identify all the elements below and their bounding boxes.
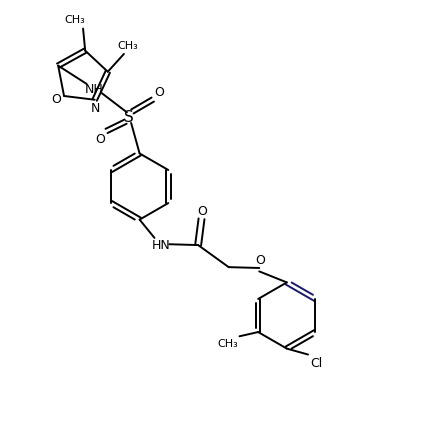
Text: O: O [197,204,207,217]
Text: CH₃: CH₃ [117,40,137,50]
Text: CH₃: CH₃ [217,338,237,348]
Text: CH₃: CH₃ [64,15,85,25]
Text: N: N [91,102,100,115]
Text: O: O [95,133,105,146]
Text: S: S [124,110,134,125]
Text: O: O [153,86,163,99]
Text: O: O [255,253,265,266]
Text: Cl: Cl [310,356,322,369]
Text: NH: NH [85,83,104,96]
Text: O: O [52,92,61,105]
Text: HN: HN [151,238,170,251]
